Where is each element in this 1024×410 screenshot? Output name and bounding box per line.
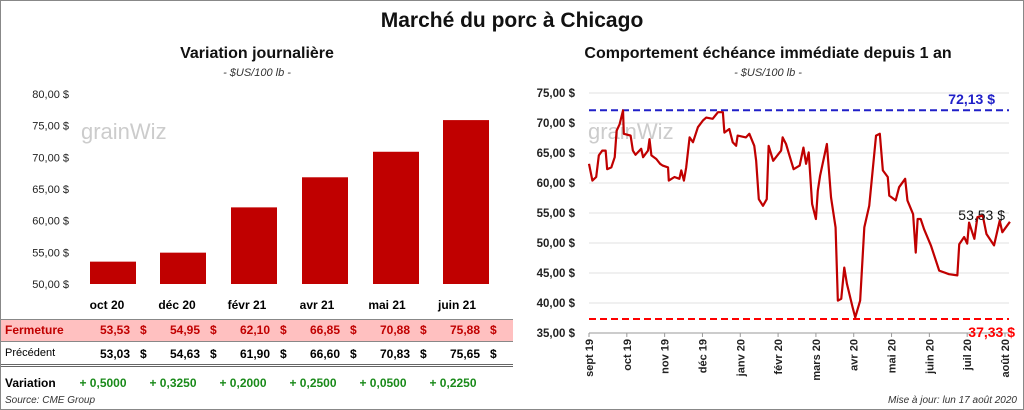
low-label: 37,33 $ bbox=[968, 324, 1015, 340]
currency-symbol: $ bbox=[280, 347, 287, 361]
y-tick-label: 60,00 $ bbox=[32, 216, 69, 228]
table-cell: + 0,0500 bbox=[359, 376, 407, 390]
update-note: Mise à jour: lun 17 août 2020 bbox=[888, 395, 1017, 406]
y-tick-label: 55,00 $ bbox=[537, 208, 576, 220]
right-subtitle: Comportement échéance immédiate depuis 1… bbox=[584, 45, 952, 62]
x-tick-label: mars 20 bbox=[811, 339, 823, 381]
y-tick-label: 55,00 $ bbox=[32, 247, 69, 259]
table-cell: 70,88 bbox=[379, 323, 410, 337]
y-tick-label: 40,00 $ bbox=[537, 298, 576, 310]
table-cell: 61,90 bbox=[239, 347, 270, 361]
left-unit: - $US/100 lb - bbox=[223, 67, 291, 79]
x-tick-label: janv 20 bbox=[735, 339, 747, 377]
y-tick-label: 35,00 $ bbox=[537, 328, 576, 340]
table-cell: + 0,2500 bbox=[289, 376, 337, 390]
high-label: 72,13 $ bbox=[948, 91, 995, 107]
bar bbox=[373, 151, 419, 284]
table-cell: 62,10 bbox=[239, 323, 270, 337]
table-cell: + 0,2250 bbox=[429, 376, 477, 390]
watermark: grainWiz bbox=[81, 119, 167, 144]
currency-symbol: $ bbox=[420, 347, 427, 361]
y-tick-label: 45,00 $ bbox=[537, 268, 576, 280]
table-row: Précédent $53,03 $54,63 $61,90 $66,60 $70,83 $… bbox=[1, 344, 513, 367]
x-tick-label: août 20 bbox=[1000, 339, 1012, 378]
table-cell: 70,83 bbox=[379, 347, 410, 361]
y-tick-label: 75,00 $ bbox=[537, 88, 576, 100]
table-header: oct 20 déc 20 févr 21 avr 21 mai 21 juin 21 bbox=[1, 298, 513, 319]
table-cell: + 0,3250 bbox=[149, 376, 197, 390]
column-header: oct 20 bbox=[89, 298, 125, 312]
x-tick-label: nov 19 bbox=[660, 339, 672, 374]
column-header: juin 21 bbox=[437, 298, 476, 312]
bar bbox=[231, 207, 277, 284]
column-header: avr 21 bbox=[299, 298, 335, 312]
bar bbox=[302, 177, 348, 284]
table-row: Fermeture $53,53 $54,95 $62,10 $66,85 $70,88 $… bbox=[1, 319, 513, 342]
column-header: déc 20 bbox=[158, 298, 196, 312]
x-tick-label: sept 19 bbox=[584, 339, 596, 377]
bar bbox=[160, 252, 206, 284]
left-subtitle: Variation journalière bbox=[180, 45, 334, 62]
table-cell: 53,53 bbox=[99, 323, 130, 337]
currency-symbol: $ bbox=[280, 323, 287, 337]
table-cell: 54,95 bbox=[169, 323, 200, 337]
y-tick-label: 65,00 $ bbox=[32, 184, 69, 196]
table-cell: 66,60 bbox=[309, 347, 340, 361]
currency-symbol: $ bbox=[140, 347, 147, 361]
y-tick-label: 70,00 $ bbox=[32, 152, 69, 164]
x-tick-label: juil 20 bbox=[962, 339, 974, 371]
currency-symbol: $ bbox=[140, 323, 147, 337]
column-header: mai 21 bbox=[368, 298, 406, 312]
currency-symbol: $ bbox=[210, 323, 217, 337]
x-tick-label: avr 20 bbox=[849, 339, 861, 371]
y-tick-label: 50,00 $ bbox=[32, 279, 69, 291]
y-tick-label: 60,00 $ bbox=[537, 178, 576, 190]
y-tick-label: 50,00 $ bbox=[537, 238, 576, 250]
table-cell: 66,85 bbox=[309, 323, 340, 337]
x-tick-label: déc 19 bbox=[697, 339, 709, 373]
bar bbox=[90, 261, 136, 284]
source-note: Source: CME Group bbox=[5, 395, 96, 406]
x-tick-label: oct 19 bbox=[622, 339, 634, 371]
currency-symbol: $ bbox=[350, 347, 357, 361]
currency-symbol: $ bbox=[210, 347, 217, 361]
price-line bbox=[587, 109, 1011, 319]
bar-chart: grainWiz 50,00 $ 55,00 $ 60,00 $ 65,00 $ 70,… bbox=[32, 89, 489, 291]
table-cell: 75,88 bbox=[449, 323, 480, 337]
row-label: Fermeture bbox=[5, 323, 64, 337]
y-tick-label: 65,00 $ bbox=[537, 148, 576, 160]
x-tick-label: mai 20 bbox=[887, 339, 899, 373]
row-label: Précédent bbox=[5, 347, 56, 359]
table-cell: 75,65 bbox=[449, 347, 480, 361]
currency-symbol: $ bbox=[350, 323, 357, 337]
column-header: févr 21 bbox=[227, 298, 267, 312]
line-chart: grainWiz 35,00 $40,00 $45,00 $50,00 $55,… bbox=[537, 88, 1016, 381]
table-cell: 54,63 bbox=[169, 347, 200, 361]
right-unit: - $US/100 lb - bbox=[734, 67, 802, 79]
y-tick-label: 80,00 $ bbox=[32, 89, 69, 101]
currency-symbol: $ bbox=[420, 323, 427, 337]
table-cell: + 0,2000 bbox=[219, 376, 267, 390]
currency-symbol: $ bbox=[490, 347, 497, 361]
y-tick-label: 70,00 $ bbox=[537, 118, 576, 130]
bar bbox=[443, 120, 489, 285]
table-cell: + 0,5000 bbox=[79, 376, 127, 390]
table-cell: 53,03 bbox=[99, 347, 130, 361]
currency-symbol: $ bbox=[490, 323, 497, 337]
row-label: Variation bbox=[5, 376, 56, 390]
x-tick-label: févr 20 bbox=[773, 339, 785, 374]
page-title: Marché du porc à Chicago bbox=[380, 9, 644, 32]
y-tick-label: 75,00 $ bbox=[32, 121, 69, 133]
table-row: Variation + 0,5000 + 0,3250 + 0,2000 + 0,250… bbox=[1, 373, 513, 394]
x-tick-label: juin 20 bbox=[924, 339, 936, 375]
last-value-label: 53,53 $ bbox=[958, 207, 1005, 223]
